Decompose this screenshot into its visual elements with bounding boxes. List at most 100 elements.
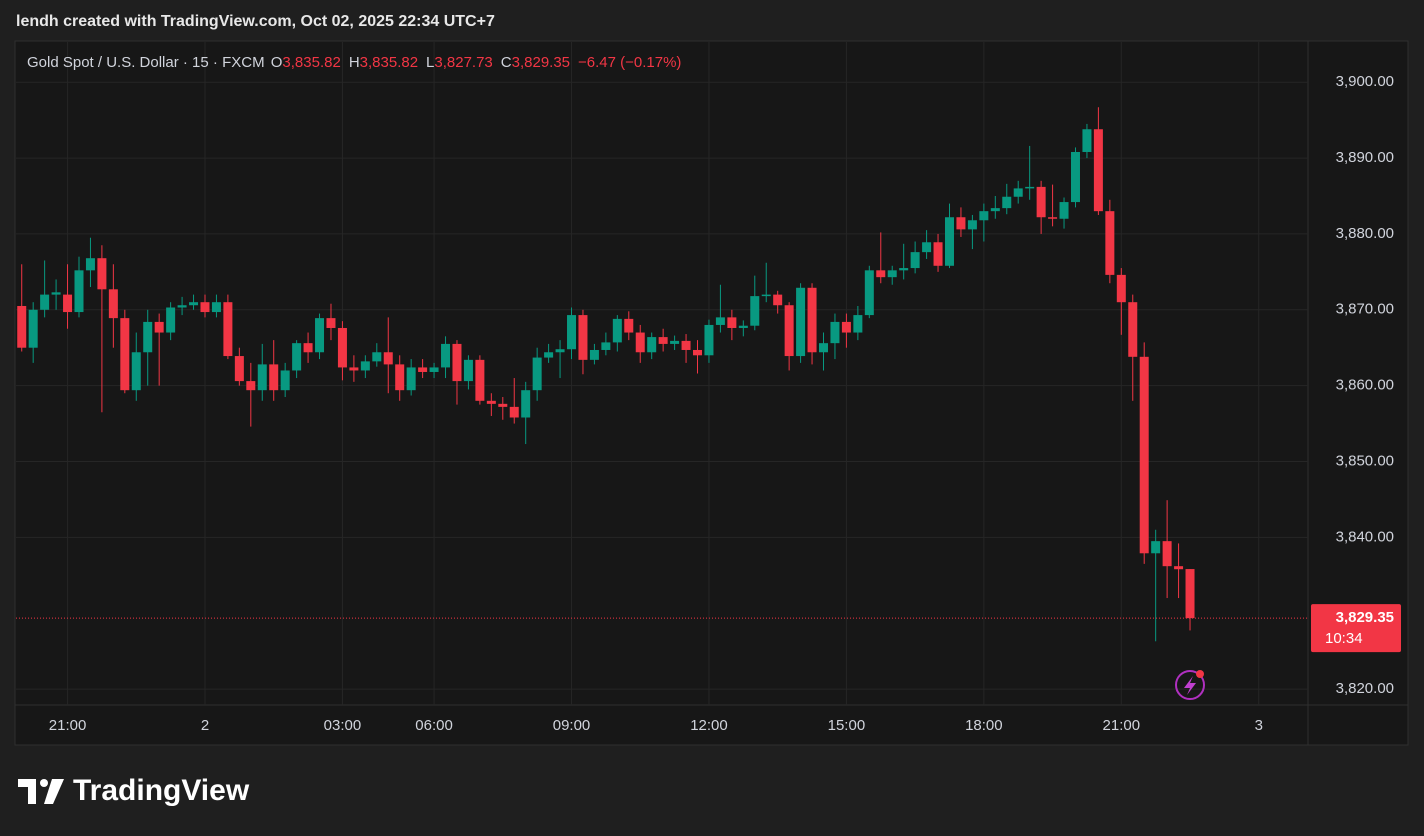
body (200, 302, 210, 313)
body (349, 367, 359, 371)
body (704, 324, 714, 356)
body (383, 352, 393, 365)
body (750, 296, 760, 326)
body (1013, 188, 1023, 197)
body (830, 321, 840, 344)
body (257, 364, 267, 391)
body (601, 342, 611, 350)
body (486, 400, 496, 404)
x-tick-label: 03:00 (324, 717, 362, 734)
body (292, 343, 302, 371)
body (1174, 566, 1184, 570)
body (63, 294, 73, 313)
body (131, 352, 141, 391)
x-tick-label: 12:00 (690, 717, 728, 734)
body (555, 349, 565, 353)
l-label: L (426, 54, 435, 71)
body (922, 242, 932, 253)
body (761, 294, 771, 297)
x-tick-label: 3 (1255, 717, 1263, 734)
body (715, 317, 725, 325)
body (315, 318, 325, 353)
body (647, 337, 657, 353)
body (177, 305, 187, 308)
body (395, 364, 405, 391)
body (246, 381, 256, 391)
price-tag-price: 3,829.35 (1336, 609, 1394, 626)
body (429, 367, 439, 372)
body (418, 367, 428, 372)
body (211, 302, 221, 313)
body (303, 343, 313, 353)
x-tick-label: 15:00 (828, 717, 866, 734)
body (544, 352, 554, 358)
body (681, 340, 691, 350)
y-tick-label: 3,900.00 (1336, 73, 1394, 90)
alert-icon (1175, 670, 1205, 700)
body (40, 294, 50, 310)
legend: Gold Spot / U.S. Dollar · 15 · FXCM O3,8… (27, 54, 689, 71)
body (979, 211, 989, 221)
price-tag-countdown: 10:34 (1325, 630, 1363, 647)
body (1093, 129, 1103, 212)
body (234, 356, 244, 382)
caption: lendh created with TradingView.com, Oct … (16, 13, 495, 30)
body (1025, 186, 1035, 189)
x-tick-label: 06:00 (415, 717, 453, 734)
body (521, 390, 531, 418)
body (853, 315, 863, 333)
body (74, 270, 84, 313)
body (1116, 274, 1126, 303)
body (441, 343, 451, 368)
body (693, 349, 703, 356)
body (1070, 151, 1080, 203)
body (326, 318, 336, 328)
body (784, 305, 794, 357)
body (967, 220, 977, 230)
body (899, 268, 909, 271)
body (51, 292, 61, 295)
body (624, 318, 634, 333)
body (876, 270, 886, 278)
body (1151, 541, 1161, 554)
body (1002, 196, 1012, 209)
body (841, 321, 851, 333)
c-label: C (500, 54, 512, 71)
body (1059, 202, 1069, 219)
body (337, 327, 347, 368)
brand: TradingView (73, 774, 250, 807)
change: −6.47 (−0.17%) (578, 54, 682, 71)
x-tick-label: 18:00 (965, 717, 1003, 734)
body (360, 361, 370, 371)
y-tick-label: 3,890.00 (1336, 149, 1394, 166)
brand-logo (18, 779, 64, 804)
y-tick-label: 3,880.00 (1336, 225, 1394, 242)
body (166, 307, 176, 333)
x-tick-label: 2 (201, 717, 209, 734)
body (635, 332, 645, 353)
h-value: 3,835.82 (359, 54, 419, 71)
o-value: 3,835.82 (282, 54, 341, 71)
body (670, 340, 680, 344)
body (509, 406, 519, 418)
body (189, 302, 199, 306)
body (796, 287, 806, 357)
o-label: O (270, 54, 283, 71)
body (612, 318, 622, 343)
body (727, 317, 737, 328)
body (807, 287, 817, 353)
body (85, 258, 95, 271)
body (887, 270, 897, 278)
body (910, 252, 920, 269)
body (819, 343, 828, 353)
body (990, 208, 1000, 212)
body (944, 217, 954, 266)
body (475, 359, 485, 401)
body (578, 315, 588, 360)
body (154, 321, 164, 333)
body (1048, 217, 1058, 219)
body (1036, 186, 1046, 218)
x-tick-label: 09:00 (553, 717, 591, 734)
body (269, 364, 279, 391)
